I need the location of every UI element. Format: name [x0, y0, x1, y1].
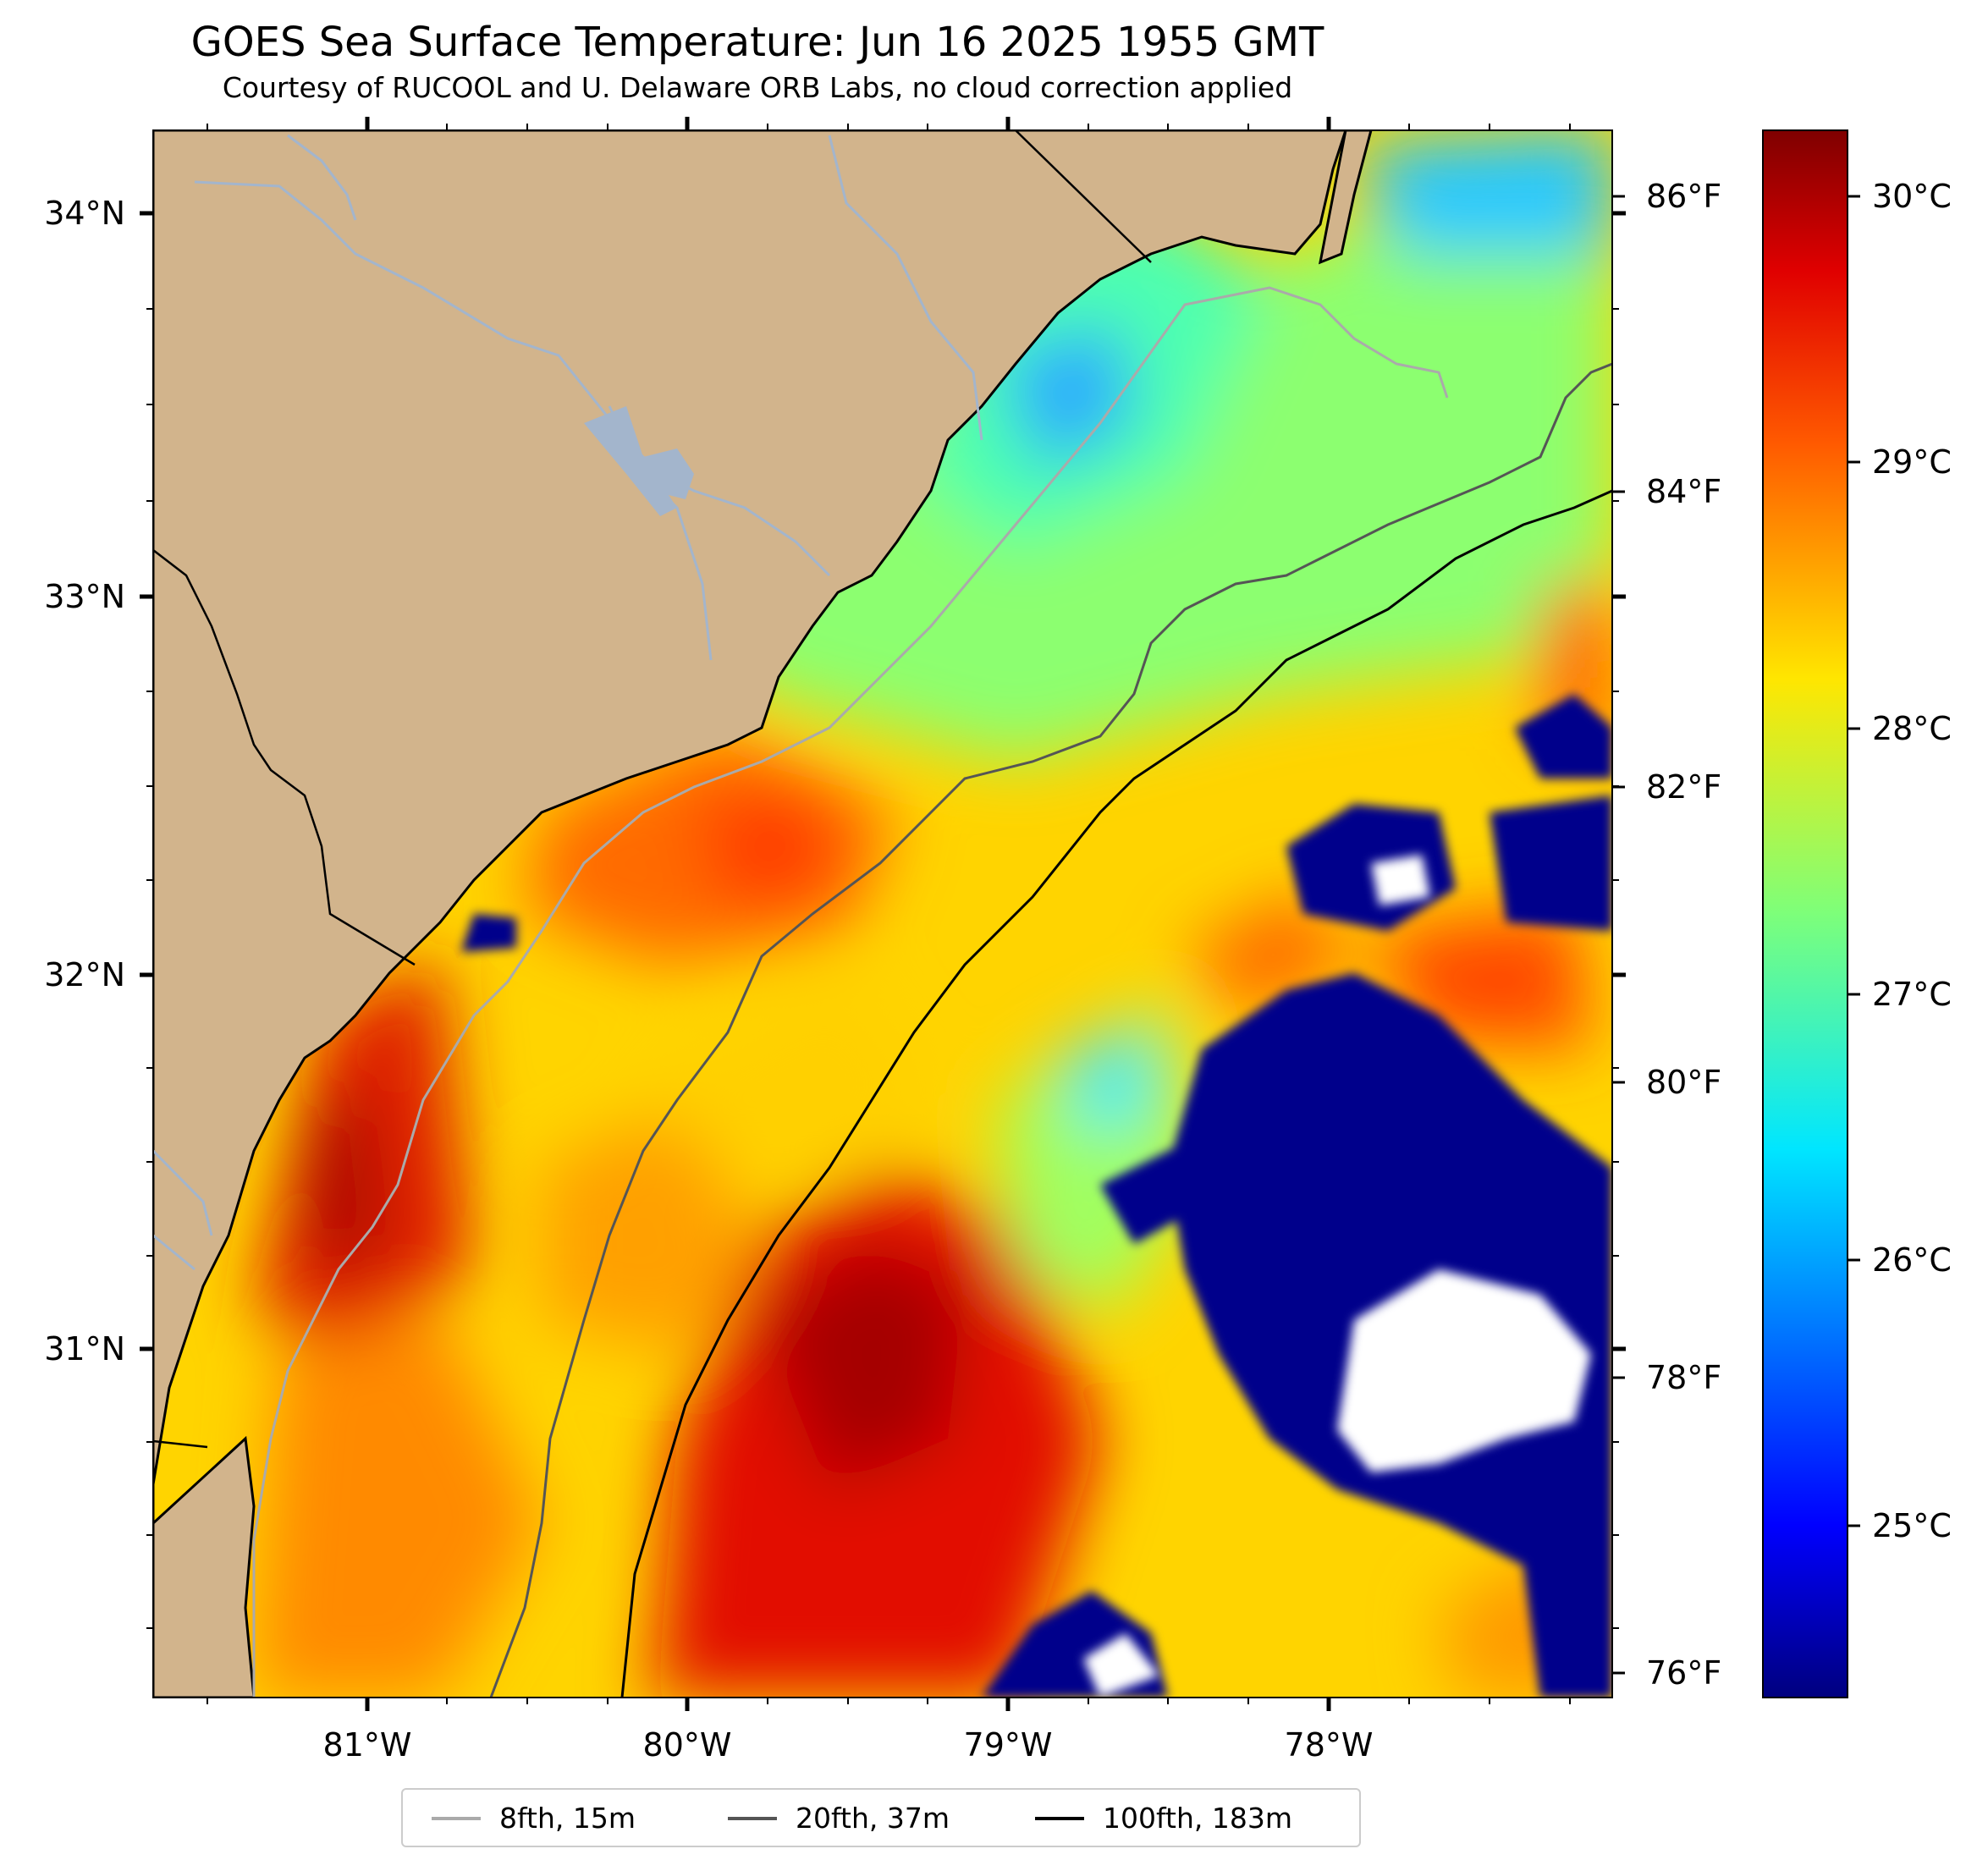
- colorbar: [1612, 129, 1860, 1698]
- fahrenheit-label-84: 84°F: [1646, 473, 1722, 510]
- map-title: GOES Sea Surface Temperature: Jun 16 202…: [190, 19, 1324, 66]
- fahrenheit-label-78: 78°F: [1646, 1359, 1722, 1396]
- isobath-legend: 8fth, 15m 20fth, 37m 100fth, 183m: [401, 1788, 1361, 1847]
- legend-line-8fth: [432, 1817, 481, 1820]
- fahrenheit-label-76: 76°F: [1646, 1654, 1722, 1692]
- map-frame: [152, 129, 1613, 1698]
- lat-label-32n: 32°N: [44, 956, 125, 993]
- axis-ticks: [140, 117, 1626, 1711]
- colorbar-label-28c: 28°C: [1872, 710, 1952, 747]
- rivers: [153, 134, 983, 1271]
- land-mass: [153, 130, 1347, 1523]
- lake: [643, 448, 694, 499]
- colorbar-label-29c: 29°C: [1872, 443, 1952, 481]
- fahrenheit-label-86: 86°F: [1646, 178, 1722, 215]
- colorbar-label-26c: 26°C: [1872, 1241, 1952, 1279]
- colorbar-ticks: [1848, 195, 1860, 1527]
- isobaths: [252, 286, 1612, 1698]
- legend-label-100fth: 100fth, 183m: [1103, 1802, 1292, 1835]
- lat-label-33n: 33°N: [44, 578, 125, 615]
- lon-label-79w: 79°W: [963, 1726, 1053, 1764]
- fahrenheit-ticks: [1612, 195, 1625, 1675]
- colorbar-label-27c: 27°C: [1872, 976, 1952, 1013]
- isobath-100fth: [620, 489, 1612, 1698]
- no-data-mask: [1083, 855, 1591, 1698]
- fahrenheit-label-80: 80°F: [1646, 1064, 1722, 1101]
- legend-label-20fth: 20fth, 37m: [796, 1802, 950, 1835]
- lon-label-81w: 81°W: [322, 1726, 412, 1764]
- lon-label-78w: 78°W: [1284, 1726, 1374, 1764]
- isobath-20fth: [489, 362, 1612, 1698]
- state-borders: [153, 130, 1152, 1449]
- lat-label-34n: 34°N: [44, 195, 125, 232]
- lon-label-80w: 80°W: [642, 1726, 732, 1764]
- legend-label-8fth: 8fth, 15m: [499, 1802, 636, 1835]
- colorbar-label-30c: 30°C: [1872, 178, 1952, 215]
- map-area: [153, 130, 1612, 1698]
- map-subtitle: Courtesy of RUCOOL and U. Delaware ORB L…: [222, 71, 1293, 104]
- legend-line-100fth: [1035, 1817, 1084, 1820]
- lat-label-31n: 31°N: [44, 1330, 125, 1367]
- isobath-8fth: [252, 286, 1449, 1698]
- colorbar-label-25c: 25°C: [1872, 1507, 1952, 1544]
- legend-line-20fth: [728, 1817, 777, 1820]
- colorbar-gradient: [1762, 129, 1848, 1698]
- fahrenheit-label-82: 82°F: [1646, 768, 1722, 806]
